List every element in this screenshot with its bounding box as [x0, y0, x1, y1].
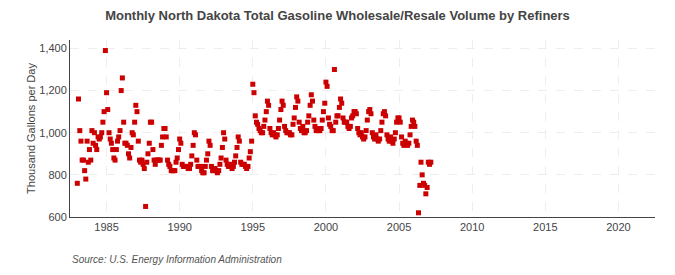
- svg-text:Thousand Gallons per Day: Thousand Gallons per Day: [25, 63, 37, 194]
- svg-text:2015: 2015: [533, 221, 557, 233]
- svg-text:Monthly North Dakota Total Gas: Monthly North Dakota Total Gasoline Whol…: [105, 8, 570, 23]
- svg-text:1,000: 1,000: [39, 127, 67, 139]
- svg-text:600: 600: [48, 211, 66, 223]
- svg-text:800: 800: [48, 169, 66, 181]
- svg-text:2020: 2020: [606, 221, 630, 233]
- svg-text:2000: 2000: [314, 221, 338, 233]
- svg-text:1,400: 1,400: [39, 42, 67, 54]
- svg-text:Source: U.S. Energy Informatio: Source: U.S. Energy Information Administ…: [72, 254, 282, 265]
- svg-text:1,200: 1,200: [39, 84, 67, 96]
- svg-text:1990: 1990: [167, 221, 191, 233]
- svg-text:1985: 1985: [94, 221, 118, 233]
- svg-text:1995: 1995: [241, 221, 265, 233]
- svg-text:2010: 2010: [460, 221, 484, 233]
- svg-text:2005: 2005: [387, 221, 411, 233]
